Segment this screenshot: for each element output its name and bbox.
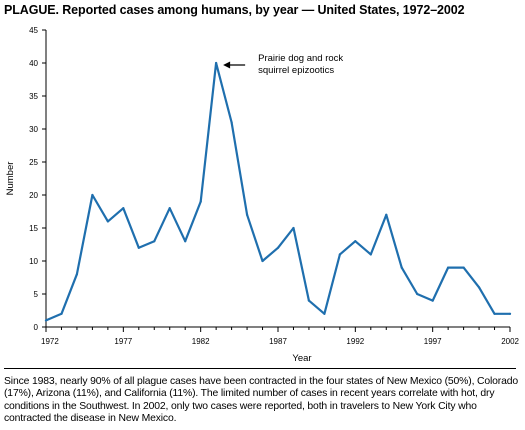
- chart-title-lead: PLAGUE.: [4, 3, 59, 17]
- data-point: [75, 273, 79, 276]
- data-point: [184, 240, 187, 243]
- data-point: [307, 299, 311, 302]
- data-point: [215, 61, 218, 65]
- data-point: [338, 253, 341, 256]
- y-tick-label: 0: [34, 323, 39, 332]
- y-tick-label: 25: [29, 158, 38, 167]
- data-point: [137, 246, 140, 249]
- data-point: [106, 220, 109, 223]
- data-point: [44, 319, 48, 322]
- x-tick-label: 2002: [501, 337, 519, 346]
- data-point: [245, 213, 249, 216]
- data-point: [354, 240, 357, 243]
- data-point: [199, 200, 202, 203]
- data-point: [400, 266, 403, 269]
- data-point: [168, 207, 171, 210]
- y-tick-label: 15: [29, 224, 38, 233]
- data-point: [416, 292, 419, 296]
- x-tick-label: 1997: [424, 337, 442, 346]
- x-tick-label: 1972: [41, 337, 59, 346]
- data-point: [477, 286, 481, 289]
- y-tick-label: 5: [34, 290, 39, 299]
- x-axis-label: Year: [292, 353, 311, 364]
- annotation-arrow-head: [223, 61, 231, 69]
- footnote: Since 1983, nearly 90% of all plague cas…: [4, 376, 519, 425]
- x-tick-label: 1987: [269, 337, 287, 346]
- data-point: [447, 266, 450, 269]
- data-point: [292, 226, 295, 230]
- footnote-divider: [4, 368, 516, 369]
- data-point: [369, 253, 372, 256]
- x-tick-label: 1982: [192, 337, 210, 346]
- x-tick-label: 1992: [346, 337, 364, 346]
- data-point: [323, 312, 326, 315]
- data-point: [462, 266, 465, 269]
- line-chart: 0 5 10 15 20 25 30 35 40 45 1972 1977 1982 1987 1992 19…: [5, 26, 520, 364]
- data-point: [385, 213, 388, 216]
- annotation-text: squirrel epizootics: [258, 65, 334, 76]
- data-point: [276, 246, 280, 249]
- y-tick-label: 40: [29, 59, 38, 68]
- y-tick-label: 35: [29, 92, 38, 101]
- y-tick-label: 45: [29, 26, 38, 35]
- series-line: [44, 61, 512, 322]
- data-point: [153, 240, 156, 243]
- data-point: [230, 121, 233, 124]
- chart-title: PLAGUE. Reported cases among humans, by …: [4, 3, 465, 17]
- data-point: [91, 193, 94, 197]
- y-axis-label: Number: [5, 162, 16, 196]
- data-point: [261, 259, 264, 263]
- chart-title-text: Reported cases among humans, by year — U…: [62, 3, 465, 17]
- data-point: [508, 312, 512, 315]
- y-tick-label: 20: [29, 191, 38, 200]
- y-tick-label: 10: [29, 257, 38, 266]
- data-point: [493, 312, 496, 315]
- y-tick-label: 30: [29, 125, 38, 134]
- data-point: [431, 299, 434, 302]
- data-point: [122, 207, 125, 210]
- data-point: [60, 312, 63, 315]
- x-tick-label: 1977: [114, 337, 132, 346]
- annotation-text: Prairie dog and rock: [258, 53, 343, 64]
